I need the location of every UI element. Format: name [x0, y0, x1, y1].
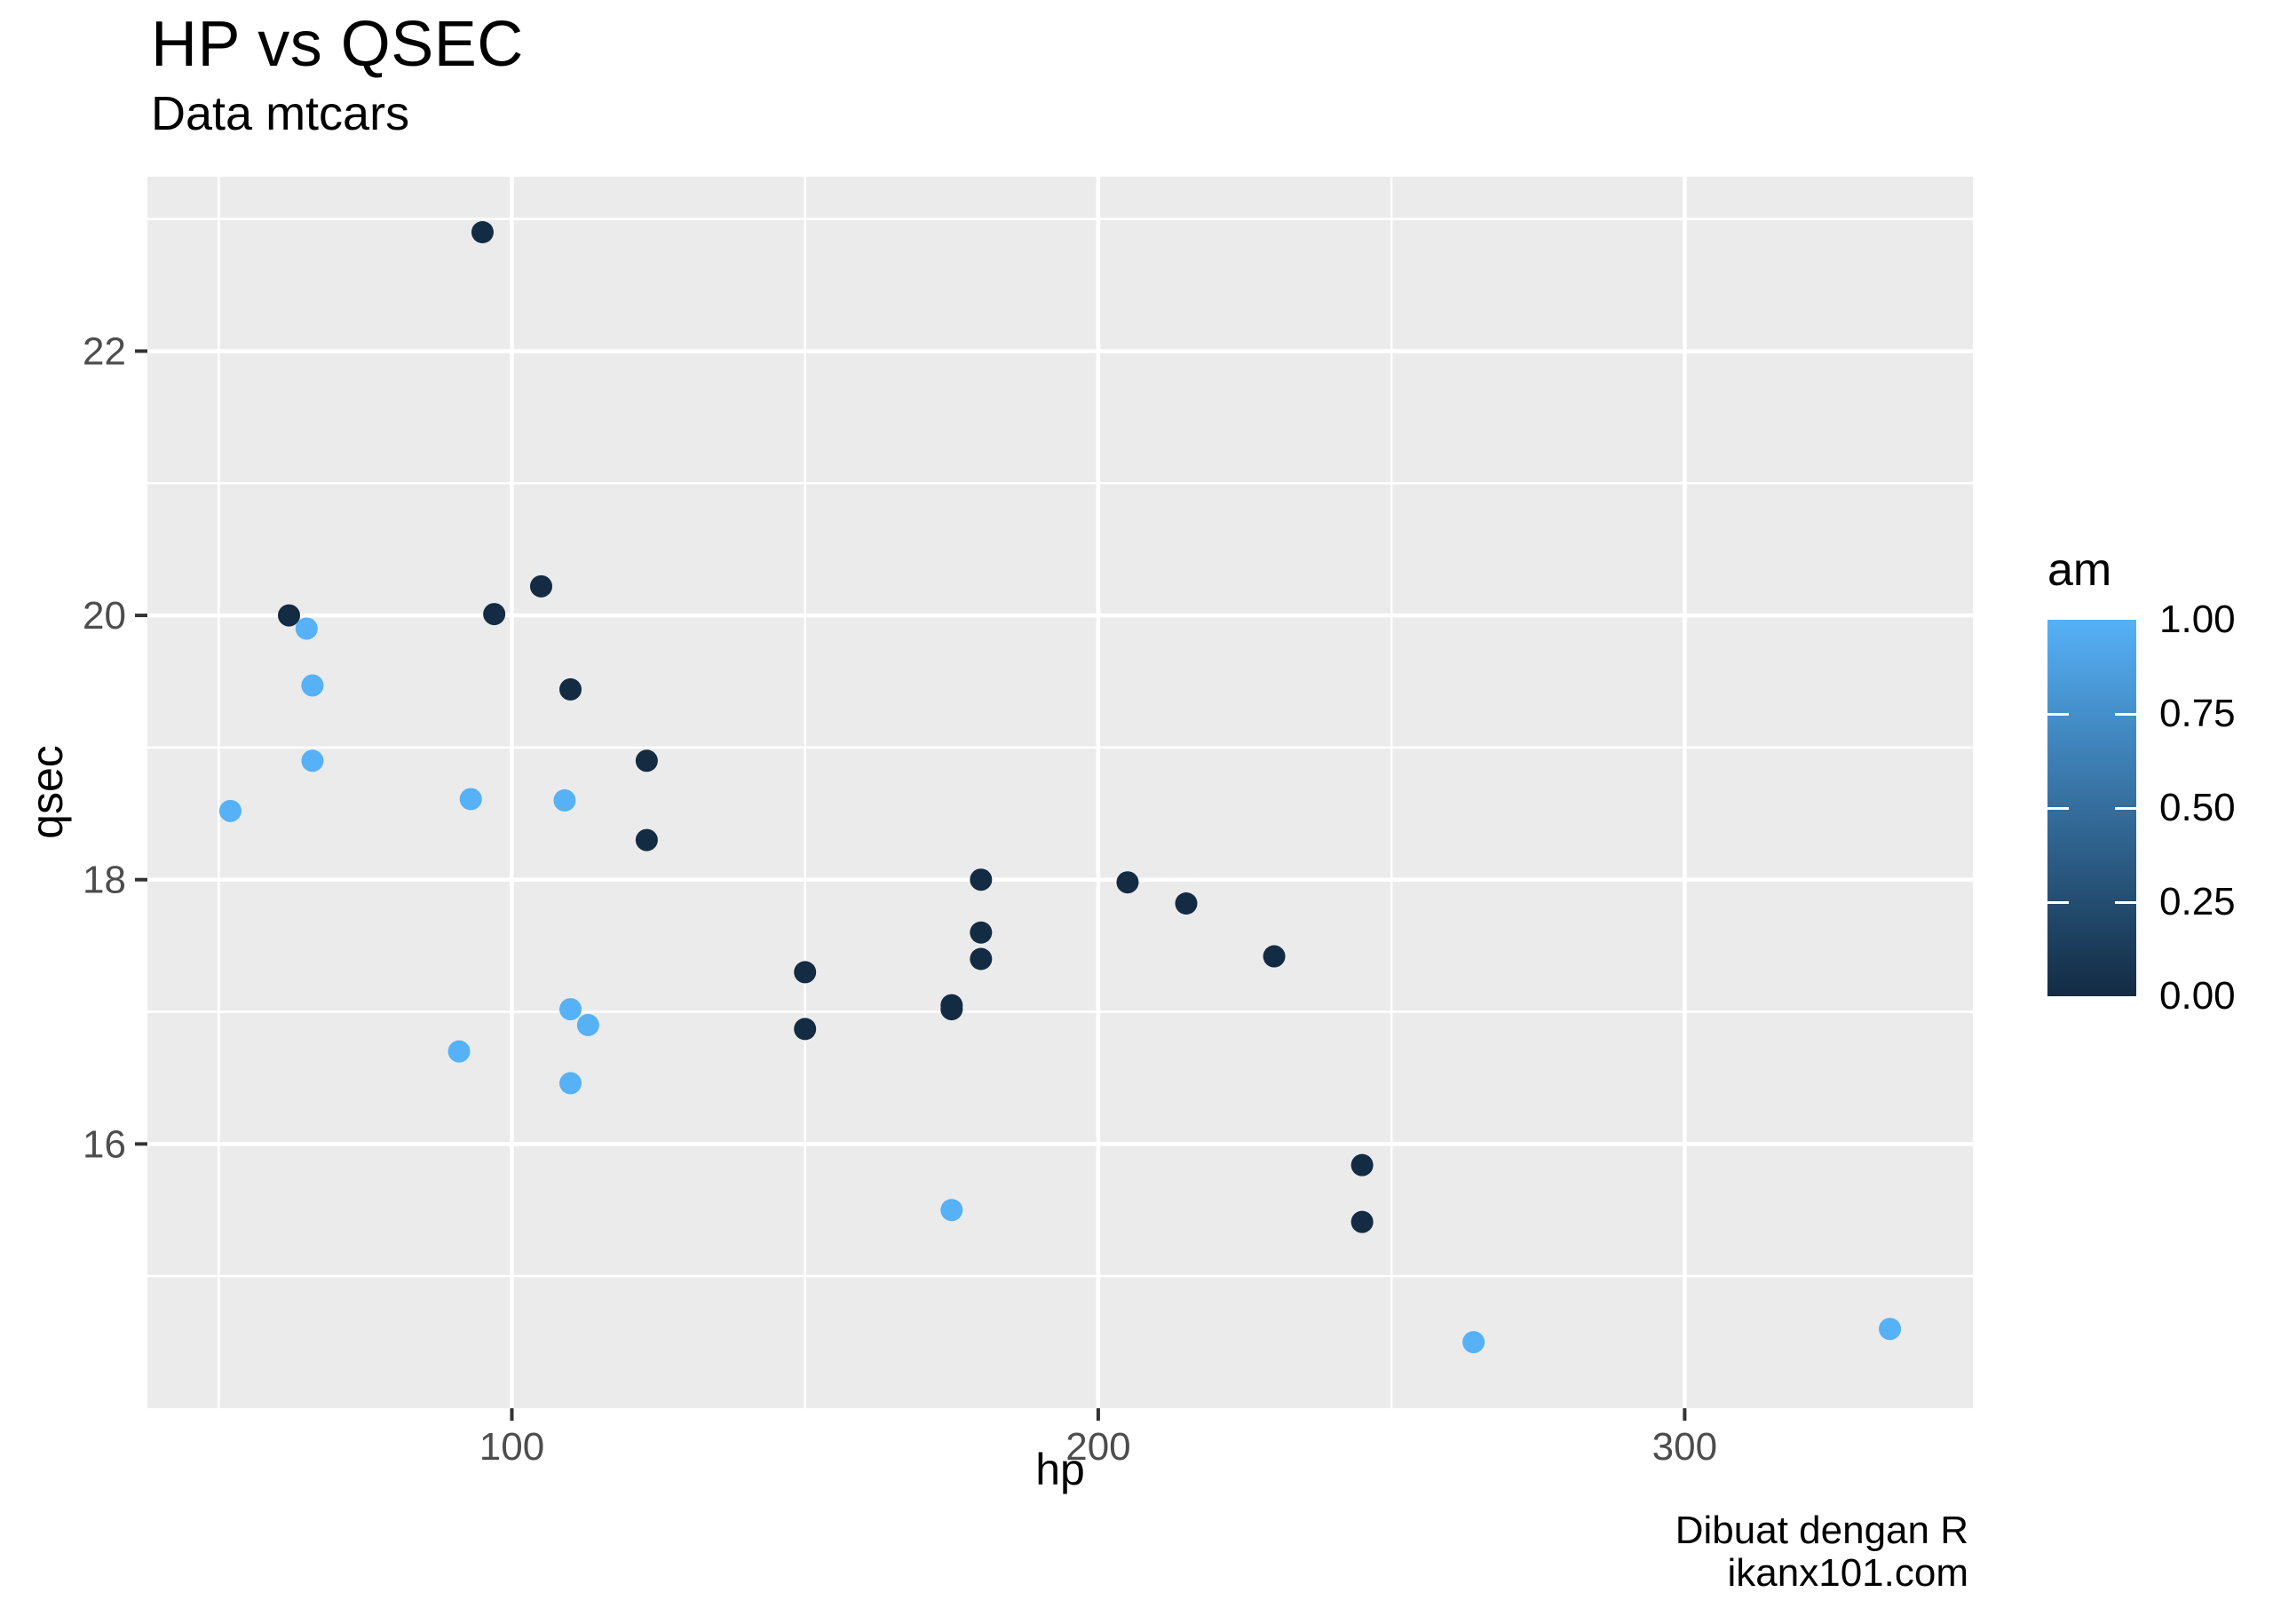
data-point	[635, 828, 658, 852]
x-axis-title: hp	[1035, 1445, 1085, 1494]
legend-bar-tick	[2115, 901, 2136, 904]
caption: Dibuat dengan R ikanx101.com	[1675, 1509, 1968, 1595]
data-point	[471, 221, 494, 244]
data-point	[301, 674, 324, 697]
plot-panel	[147, 177, 1973, 1408]
y-tick-label: 16	[83, 1122, 126, 1166]
gridlines	[147, 177, 1973, 1408]
data-point	[559, 1072, 582, 1095]
data-point	[218, 799, 242, 822]
legend-bar-tick	[2047, 807, 2069, 810]
y-axis-title: qsec	[22, 745, 72, 839]
legend-label: 1.00	[2159, 598, 2236, 641]
axis-tick-labels: 100 200 300 16 18 20 22	[83, 329, 1717, 1469]
y-tick-label: 20	[83, 594, 126, 638]
data-point	[278, 604, 301, 627]
legend: am 1.00 0.75 0.50 0.25 0.00	[2047, 543, 2273, 1094]
plot-title: HP vs QSEC	[151, 9, 524, 80]
data-point	[940, 1199, 963, 1222]
x-tick-label: 200	[1065, 1425, 1130, 1469]
data-point	[483, 603, 506, 626]
data-point	[1462, 1331, 1485, 1354]
legend-title: am	[2047, 544, 2112, 596]
data-point	[794, 961, 817, 984]
caption-line-2: ikanx101.com	[1727, 1551, 1968, 1595]
data-point	[576, 1013, 599, 1036]
caption-line-1: Dibuat dengan R	[1675, 1509, 1968, 1552]
legend-bar-tick	[2047, 713, 2069, 716]
data-point	[459, 788, 482, 811]
data-point	[1879, 1318, 1902, 1341]
data-point	[1116, 871, 1139, 894]
data-point	[559, 677, 582, 701]
data-point	[1350, 1153, 1374, 1176]
data-point	[301, 749, 324, 772]
data-point	[447, 1040, 471, 1063]
legend-label: 0.25	[2159, 880, 2236, 923]
x-tick-label: 300	[1652, 1425, 1717, 1469]
legend-bar-tick	[2047, 901, 2069, 904]
data-point	[970, 868, 993, 891]
legend-label: 0.50	[2159, 786, 2236, 829]
y-tick-label: 18	[83, 859, 126, 902]
axis-ticks	[135, 349, 1687, 1421]
data-point	[970, 921, 993, 944]
data-point	[970, 947, 993, 970]
legend-label: 0.75	[2159, 692, 2236, 735]
legend-bar-tick	[2115, 807, 2136, 810]
panel-background	[147, 177, 1973, 1408]
data-point	[940, 994, 963, 1017]
data-points	[218, 221, 1902, 1354]
data-point	[559, 998, 582, 1021]
data-point	[529, 574, 552, 598]
legend-bar-tick	[2115, 713, 2136, 716]
plot-subtitle: Data mtcars	[151, 87, 410, 140]
data-point	[295, 617, 318, 640]
legend-gradient-bar	[2047, 620, 2136, 996]
y-tick-label: 22	[83, 329, 126, 373]
data-point	[1350, 1210, 1374, 1233]
legend-label: 0.00	[2159, 974, 2236, 1018]
data-point	[635, 749, 658, 772]
data-point	[1263, 945, 1286, 968]
data-point	[794, 1018, 817, 1041]
data-point	[553, 788, 576, 812]
data-point	[1175, 892, 1198, 915]
x-tick-label: 100	[479, 1425, 544, 1469]
